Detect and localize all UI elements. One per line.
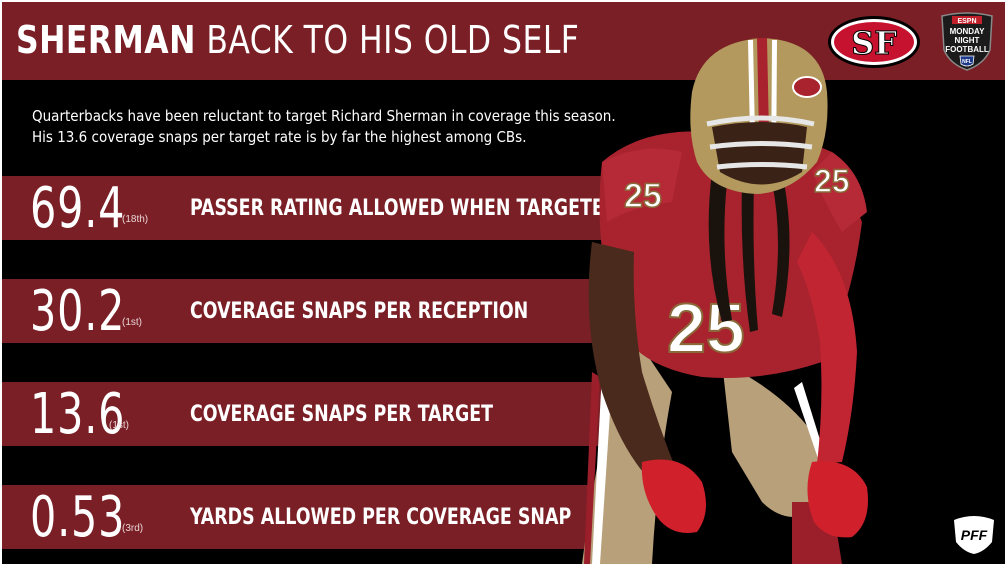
stat-value: 13.6 [30,382,126,447]
intro-line-2: His 13.6 coverage snaps per target rate … [32,128,527,146]
pff-logo-text: PFF [961,527,988,543]
stat-row-snaps-per-target: 13.6 (1st) COVERAGE SNAPS PER TARGET [2,382,622,447]
page-title: SHERMAN BACK TO HIS OLD SELF [16,16,579,64]
stat-rank: (3rd) [122,523,144,534]
nfl-shield: NFL [962,59,972,65]
stat-label: COVERAGE SNAPS PER TARGET [190,402,494,427]
espn-mark: ESPN [957,18,976,25]
team-logo-text: SF [851,24,897,62]
title-name: SHERMAN [16,18,196,62]
broadcast-logo: ESPN MONDAY NIGHT FOOTBALL NFL [941,12,993,71]
mnf-line-3: FOOTBALL [945,45,989,54]
stat-row-snaps-per-reception: 30.2 (1st) COVERAGE SNAPS PER RECEPTION [2,279,622,344]
pff-logo: PFF [954,516,994,554]
sleeve-number-left: 25 [624,177,662,215]
intro-text: Quarterbacks have been reluctant to targ… [32,106,616,148]
team-logo: SF [828,16,920,68]
mnf-line-1: MONDAY [950,27,985,36]
stat-label: PASSER RATING ALLOWED WHEN TARGETED [190,196,619,221]
stat-rank: (1st) [122,317,142,328]
stat-value: 69.4 [30,176,126,241]
sleeve-number-right: 25 [814,163,850,199]
stat-value: 0.53 [30,485,126,550]
intro-line-1: Quarterbacks have been reluctant to targ… [32,107,616,125]
player-photo: 25 25 25 [582,38,868,564]
chest-number: 25 [667,289,745,367]
stat-rank: (1st) [109,420,129,431]
mnf-line-2: NIGHT [955,36,980,45]
stat-value: 30.2 [30,279,126,344]
stat-label: YARDS ALLOWED PER COVERAGE SNAP [190,505,572,530]
stat-label: COVERAGE SNAPS PER RECEPTION [190,299,529,324]
title-subtitle: BACK TO HIS OLD SELF [206,18,580,62]
stat-rank: (18th) [122,214,149,225]
stat-row-passer-rating: 69.4 (18th) PASSER RATING ALLOWED WHEN T… [2,176,622,241]
stat-row-yards-per-snap: 0.53 (3rd) YARDS ALLOWED PER COVERAGE SN… [2,485,622,550]
